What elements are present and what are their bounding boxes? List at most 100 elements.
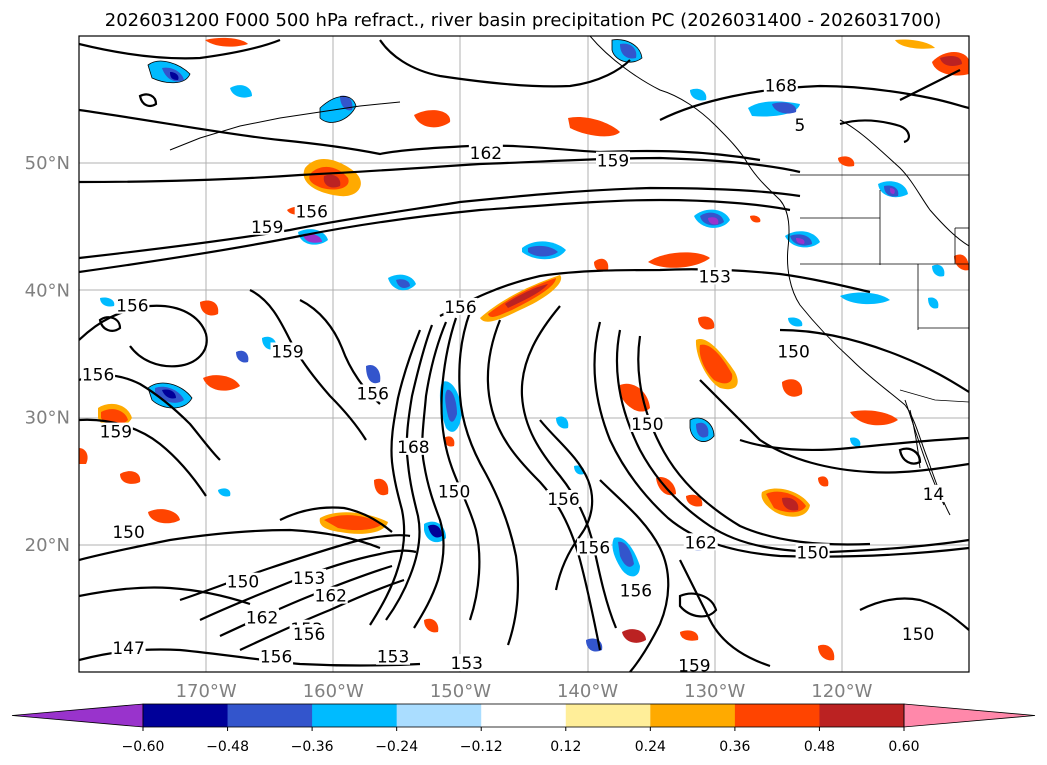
contour-line — [179, 534, 411, 602]
shade-negative — [170, 72, 179, 80]
shade-positive — [203, 375, 240, 391]
colorbar-segment — [565, 704, 651, 727]
shade-negative — [445, 389, 457, 422]
colorbar-tick-label: −0.60 — [122, 739, 165, 755]
figure-title: 2026031200 F000 500 hPa refract., river … — [105, 10, 941, 31]
shade-positive — [594, 258, 609, 272]
colorbar-segment — [396, 704, 482, 727]
contour-label: 147 — [112, 639, 144, 659]
contour-label-bg — [355, 384, 390, 402]
contour-label-bg — [576, 538, 611, 556]
shade-positive — [505, 284, 548, 308]
contour-label-bg — [449, 654, 484, 672]
colorbar-segment — [143, 704, 229, 727]
contour-line — [659, 84, 969, 121]
contour-label: 159 — [251, 218, 283, 238]
shade-positive — [648, 252, 710, 268]
contour-line — [249, 289, 367, 441]
contour-line — [779, 328, 969, 393]
shade-positive — [120, 471, 141, 484]
map-background — [79, 36, 969, 672]
shade-negative — [788, 317, 803, 327]
lat-tick-label: 20°N — [25, 535, 70, 556]
contour-label-bg — [313, 586, 348, 604]
border-mexico — [899, 389, 969, 403]
contour-label-bg — [677, 656, 712, 672]
contour-line — [239, 578, 405, 651]
shade-positive — [782, 497, 799, 511]
contour-line — [486, 319, 602, 651]
contour-label: 156 — [444, 298, 476, 318]
contour-label: 159 — [271, 342, 303, 362]
refractivity-contours — [79, 38, 969, 672]
contour-label-bg — [245, 608, 280, 626]
shade-positive — [782, 379, 803, 397]
contour-label: 159 — [597, 152, 629, 172]
contour-label: 162 — [315, 587, 347, 607]
contour-label-bg — [115, 296, 150, 314]
contour-line — [898, 447, 922, 465]
shade-positive — [568, 116, 620, 137]
shade-positive — [838, 156, 855, 167]
lon-tick-label: 170°W — [176, 681, 237, 702]
contour-label: 150 — [112, 523, 144, 543]
lon-tick-label: 160°W — [303, 681, 364, 702]
contour-label-bg — [596, 151, 630, 169]
shade-negative — [772, 102, 797, 114]
contour-label: 153 — [451, 654, 483, 674]
latitude-axis: 50°N 40°N 30°N 20°N — [25, 153, 70, 556]
shade-negative — [932, 264, 945, 277]
contour-label: 156 — [578, 538, 610, 558]
contour-line — [138, 93, 158, 107]
contour-label: 150 — [902, 625, 934, 645]
lat-tick-label: 50°N — [25, 153, 70, 174]
contour-label-bg — [111, 638, 146, 656]
lon-tick-label: 140°W — [557, 681, 618, 702]
lon-tick-label: 150°W — [430, 681, 491, 702]
contour-line — [369, 329, 422, 626]
shade-negative — [396, 279, 410, 288]
shade-negative — [366, 364, 381, 384]
contour-label-bg — [792, 116, 807, 134]
colorbar-tick-label: 0.36 — [719, 739, 750, 755]
contour-label-bg — [763, 76, 798, 94]
shade-positive — [954, 254, 969, 271]
contour-label-bg — [250, 217, 285, 235]
contour-line — [279, 506, 393, 533]
shade-negative — [556, 416, 569, 429]
colorbar-tick-label: −0.12 — [460, 739, 503, 755]
shading-outlines — [147, 39, 715, 442]
shade-positive — [374, 478, 389, 496]
contour-label-bg — [697, 267, 732, 285]
shade-positive — [750, 215, 761, 223]
shade-positive — [699, 344, 733, 384]
contour-label: 153 — [377, 648, 409, 668]
contour-label-bg — [468, 144, 503, 162]
contour-label-bg — [98, 422, 133, 440]
shade-negative — [162, 389, 176, 399]
contour-label-bg — [376, 647, 411, 665]
shade-positive — [698, 316, 715, 330]
lon-tick-label: 130°W — [684, 681, 745, 702]
contour-label-bg — [292, 568, 327, 586]
shade-negative — [618, 541, 634, 567]
contour-line — [385, 324, 434, 621]
shade-positive — [622, 629, 646, 643]
contour-line — [79, 156, 801, 184]
contour-label-bg — [901, 624, 936, 642]
colorbar-segment — [650, 704, 736, 727]
contour-line — [679, 559, 771, 668]
shade-positive — [895, 39, 935, 49]
contour-label: 156 — [293, 625, 325, 645]
shade-negative — [100, 297, 115, 307]
contour-line — [739, 436, 969, 451]
contour-label-bg — [630, 414, 665, 432]
contour-label-bg — [259, 647, 294, 665]
shade-positive — [148, 509, 180, 524]
shade-positive — [850, 410, 898, 426]
colorbar-tick-label: −0.48 — [206, 739, 249, 755]
shade-positive — [686, 494, 703, 507]
contour-label: 156 — [260, 648, 292, 668]
